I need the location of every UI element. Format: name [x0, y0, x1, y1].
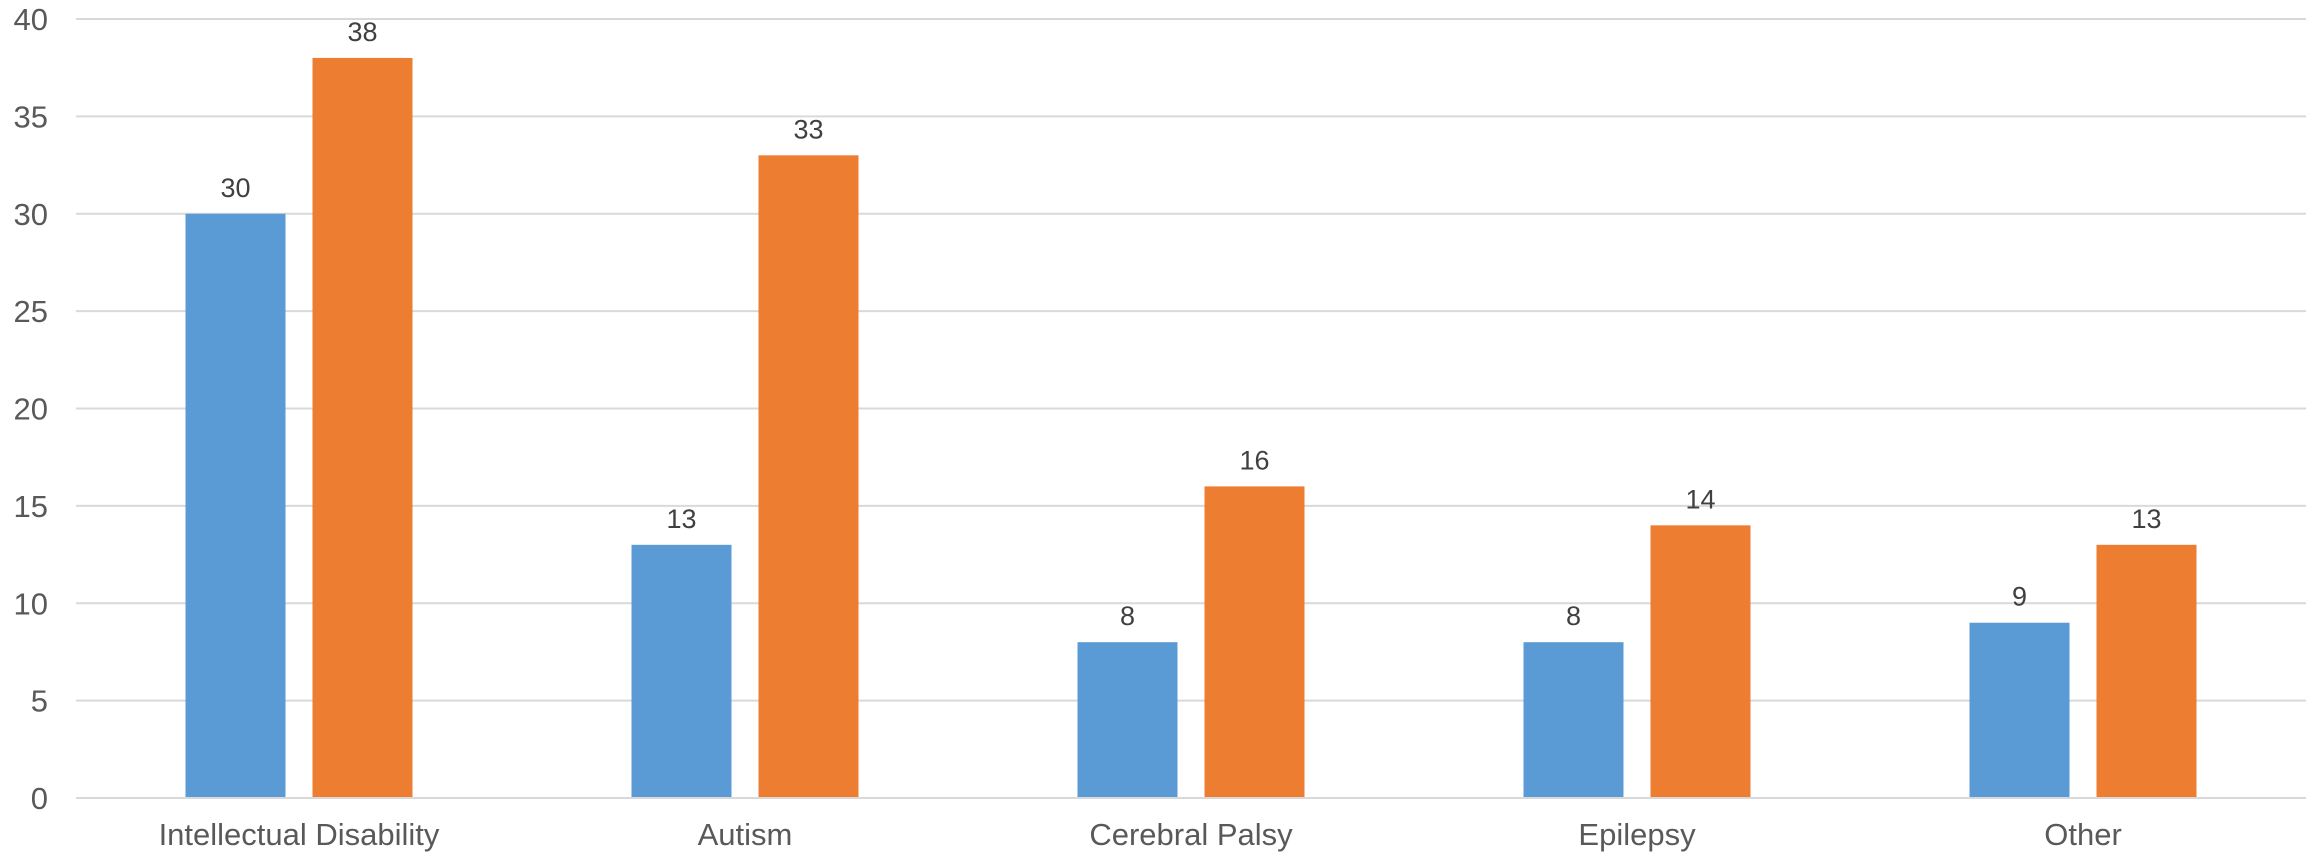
bars: [185, 57, 2197, 798]
y-tick-label: 30: [14, 197, 48, 232]
y-axis-ticks: 0 5 10 15 20 25 30 35 40: [14, 2, 48, 816]
bar-series1-1: [631, 544, 732, 798]
bar-series1-3: [1523, 642, 1624, 798]
data-label: 30: [220, 173, 250, 203]
data-label: 8: [1566, 601, 1581, 631]
bar-series2-1: [758, 155, 859, 798]
data-label: 14: [1685, 484, 1715, 514]
data-label: 8: [1120, 601, 1135, 631]
data-label: 33: [793, 114, 823, 144]
data-label: 13: [2131, 504, 2161, 534]
x-axis-categories: Intellectual Disability Autism Cerebral Pa…: [159, 817, 2122, 852]
x-category-label: Epilepsy: [1578, 817, 1696, 852]
bar-series1-4: [1969, 622, 2070, 798]
y-tick-label: 15: [14, 489, 48, 524]
y-tick-label: 10: [14, 586, 48, 621]
bar-series2-4: [2096, 544, 2197, 798]
bar-series1-0: [185, 213, 286, 798]
data-label: 16: [1239, 445, 1269, 475]
x-category-label: Autism: [698, 817, 793, 852]
x-category-label: Other: [2044, 817, 2122, 852]
x-category-label: Cerebral Palsy: [1089, 817, 1293, 852]
gridlines: [76, 18, 2306, 702]
y-tick-label: 5: [31, 684, 48, 719]
data-label: 9: [2012, 582, 2027, 612]
data-label: 13: [666, 504, 696, 534]
data-label: 38: [347, 17, 377, 47]
x-category-label: Intellectual Disability: [159, 817, 440, 852]
bar-series2-3: [1650, 525, 1751, 798]
bar-series2-0: [312, 57, 413, 798]
y-tick-label: 20: [14, 392, 48, 427]
y-tick-label: 35: [14, 99, 48, 134]
data-labels: 30 38 13 33 8 16 8 14 9 13: [220, 17, 2161, 631]
bar-series1-2: [1077, 642, 1178, 798]
y-tick-label: 0: [31, 781, 48, 816]
y-tick-label: 40: [14, 2, 48, 37]
bar-series2-2: [1204, 486, 1305, 798]
y-tick-label: 25: [14, 294, 48, 329]
